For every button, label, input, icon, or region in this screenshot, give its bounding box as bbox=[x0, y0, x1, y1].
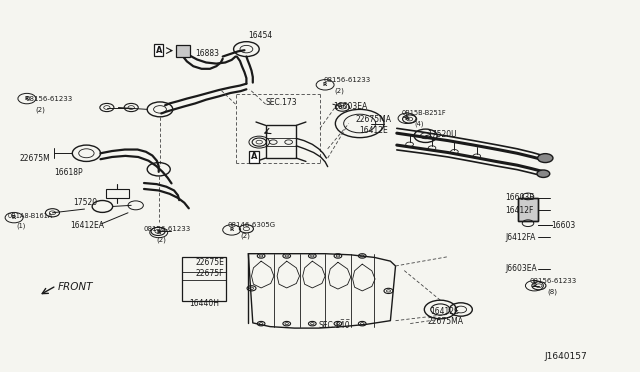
Text: J6603EA: J6603EA bbox=[506, 264, 538, 273]
Text: 0B15B-B251F: 0B15B-B251F bbox=[402, 110, 447, 116]
Text: (2): (2) bbox=[157, 237, 166, 243]
Text: (8): (8) bbox=[547, 289, 557, 295]
Text: 22675E: 22675E bbox=[195, 258, 224, 267]
Text: J6412FA: J6412FA bbox=[506, 233, 536, 242]
Text: 17520: 17520 bbox=[74, 198, 98, 207]
Text: 0B1A8-B161A: 0B1A8-B161A bbox=[8, 213, 53, 219]
Bar bbox=[106, 189, 129, 198]
Text: A: A bbox=[156, 46, 162, 55]
Text: R: R bbox=[25, 96, 29, 101]
Text: 08156-61233: 08156-61233 bbox=[144, 226, 191, 232]
Text: (2): (2) bbox=[335, 88, 344, 94]
Text: 08156-61233: 08156-61233 bbox=[323, 77, 371, 83]
Bar bbox=[518, 198, 538, 221]
Text: 16618P: 16618P bbox=[54, 169, 83, 177]
Text: R: R bbox=[532, 283, 536, 288]
Text: 16603EA: 16603EA bbox=[333, 102, 367, 110]
Text: 16412E: 16412E bbox=[430, 307, 459, 316]
Text: 08146-6305G: 08146-6305G bbox=[227, 222, 275, 228]
Text: 16603: 16603 bbox=[552, 221, 576, 230]
Text: (2): (2) bbox=[240, 233, 250, 240]
Circle shape bbox=[537, 170, 550, 177]
Text: 16412E: 16412E bbox=[360, 126, 388, 135]
Text: 08156-61233: 08156-61233 bbox=[530, 278, 577, 284]
Text: R: R bbox=[405, 116, 409, 121]
Text: A: A bbox=[251, 153, 257, 161]
Text: SEC.140: SEC.140 bbox=[319, 321, 350, 330]
Bar bbox=[518, 198, 538, 221]
Text: R: R bbox=[12, 215, 16, 220]
Bar bbox=[182, 257, 226, 301]
Text: 22675MA: 22675MA bbox=[428, 317, 463, 326]
Text: 16454: 16454 bbox=[248, 31, 273, 40]
Text: 16603E: 16603E bbox=[506, 193, 534, 202]
Text: 17520U: 17520U bbox=[428, 130, 457, 139]
Text: 08156-61233: 08156-61233 bbox=[26, 96, 73, 102]
Bar bbox=[176, 45, 190, 57]
Text: 22675M: 22675M bbox=[19, 154, 50, 163]
Text: SEC.173: SEC.173 bbox=[266, 98, 297, 107]
Text: R: R bbox=[323, 82, 327, 87]
Text: 16440H: 16440H bbox=[189, 299, 219, 308]
Text: 16883: 16883 bbox=[195, 49, 219, 58]
Text: (2): (2) bbox=[35, 106, 45, 113]
Circle shape bbox=[538, 154, 553, 163]
Text: 22675F: 22675F bbox=[195, 269, 224, 278]
Bar bbox=[266, 125, 296, 158]
Text: (1): (1) bbox=[16, 223, 26, 230]
Text: FRONT: FRONT bbox=[58, 282, 93, 292]
Text: 16412EA: 16412EA bbox=[70, 221, 104, 230]
Text: R: R bbox=[230, 227, 234, 232]
Text: 22675MA: 22675MA bbox=[355, 115, 391, 124]
Text: J1640157: J1640157 bbox=[544, 352, 587, 361]
Text: R: R bbox=[157, 230, 161, 235]
Text: (4): (4) bbox=[414, 120, 424, 127]
Text: 16412F: 16412F bbox=[506, 206, 534, 215]
